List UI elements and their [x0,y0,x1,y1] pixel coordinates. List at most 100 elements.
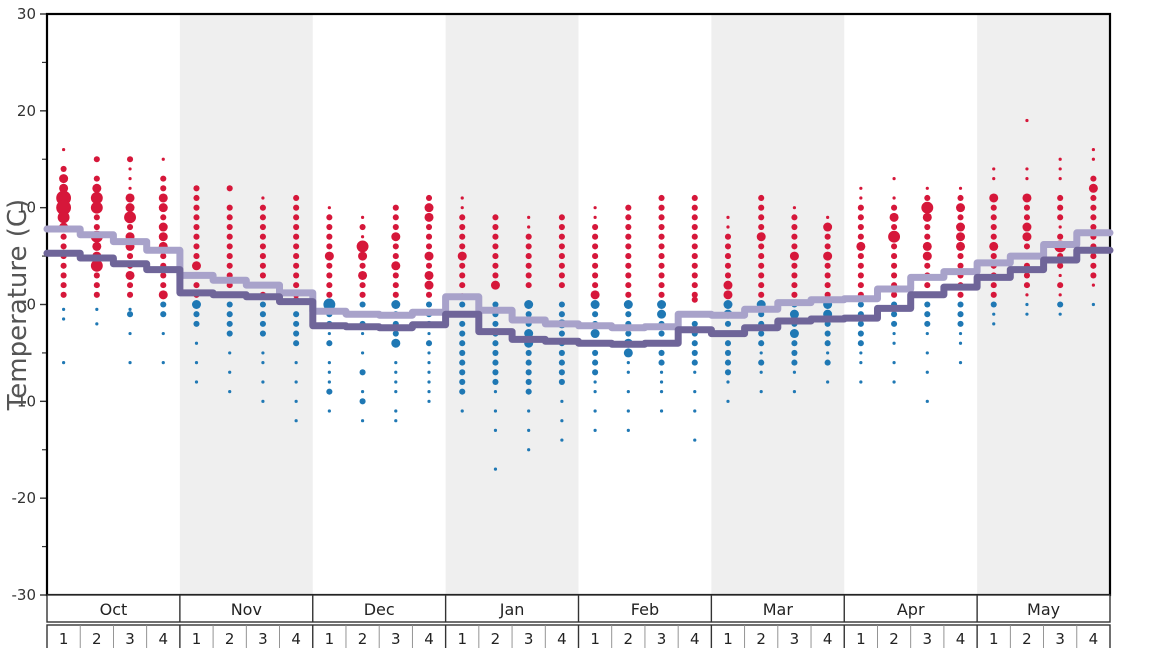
cold-dot [128,331,132,336]
warm-dot [990,223,997,231]
month-shading-bands [179,14,1110,595]
warm-dot [558,214,565,221]
warm-dot [424,203,434,213]
warm-dot [758,223,765,231]
warm-dot [126,223,134,231]
warm-dot [625,253,632,260]
warm-dot [990,233,997,240]
cold-dot [459,369,466,376]
cold-dot [592,349,599,356]
cold-dot [394,361,398,365]
cold-dot [427,399,431,403]
cold-dot [259,330,266,337]
cold-dot [226,311,233,318]
warm-dot [558,282,565,289]
cold-dot [724,340,732,347]
warm-dot [857,282,864,289]
warm-dot [525,253,532,260]
cold-dot [525,311,532,318]
warm-dot [625,291,632,298]
warm-dot [758,262,765,269]
warm-dot [957,194,964,202]
warm-dot [791,233,798,240]
warm-dot [460,206,464,210]
warm-dot [425,262,433,269]
warm-dot [60,272,67,279]
cold-dot [992,322,996,326]
warm-dot [992,177,996,181]
warm-dot [193,243,200,250]
warm-dot [924,262,931,269]
warm-dot [924,233,931,240]
cold-dot [789,329,799,339]
warm-dot [990,282,997,289]
cold-dot [259,311,266,318]
warm-dot [691,243,698,250]
cold-dot [360,351,365,355]
warm-dot [226,204,233,211]
cold-dot [459,388,466,395]
week-axis-row: 1 2 3 4 1 2 3 4 1 2 3 4 1 2 3 4 1 2 3 4 1 2 3 4 1 2 3 4 1 2 3 4 [46,624,1111,648]
warm-dot [593,215,597,219]
cold-dot [560,438,564,442]
warm-dot [293,262,300,269]
warm-dot [492,243,499,250]
warm-dot [857,253,864,260]
cold-dot [592,369,599,376]
cold-dot [857,340,864,347]
cold-dot [623,348,633,358]
warm-dot [1090,175,1097,182]
week-label: 3 [258,630,268,648]
cold-observation-dots [62,298,1095,471]
warm-dot [924,194,931,202]
warm-dot [125,193,135,203]
min-temperature-line [43,246,1114,348]
warm-dot [593,206,597,210]
warm-dot [128,177,132,181]
warm-dot [356,240,369,253]
warm-dot [726,225,730,229]
warm-dot [124,211,136,224]
warm-dot [259,272,266,279]
warm-dot [558,233,565,240]
y-tick-label: -10 [12,392,37,410]
warm-dot [326,233,333,240]
week-label: 1 [856,630,866,648]
cold-dot [327,361,331,365]
cold-dot [558,359,565,366]
warm-dot [592,272,599,279]
warm-dot [791,243,798,250]
warm-dot [658,272,665,279]
cold-dot [160,311,167,318]
warm-dot [558,262,565,269]
cold-dot [524,300,534,309]
cold-dot [659,380,664,384]
warm-dot [758,243,765,250]
cold-dot [394,370,398,374]
warm-dot [424,251,434,261]
week-label: 1 [325,630,335,648]
warm-dot [360,235,365,239]
warm-dot [857,223,864,231]
warm-dot [392,204,399,211]
cold-dot [327,331,331,336]
warm-dot [1090,204,1097,211]
warm-dot [424,280,434,290]
cold-dot [590,300,600,309]
cold-dot [226,320,233,327]
warm-dot [1057,204,1064,211]
cold-dot [460,409,464,413]
warm-dot [1057,262,1064,269]
y-tick-label: -30 [12,586,37,604]
cold-dot [826,380,830,384]
warm-dot [326,243,333,250]
cold-dot [758,330,765,337]
warm-dot [459,223,466,231]
warm-dot [891,262,898,269]
warm-dot [93,282,100,289]
cold-dot [323,298,336,311]
cold-dot [859,361,863,365]
warm-dot [758,253,765,260]
warm-dot [924,282,931,289]
